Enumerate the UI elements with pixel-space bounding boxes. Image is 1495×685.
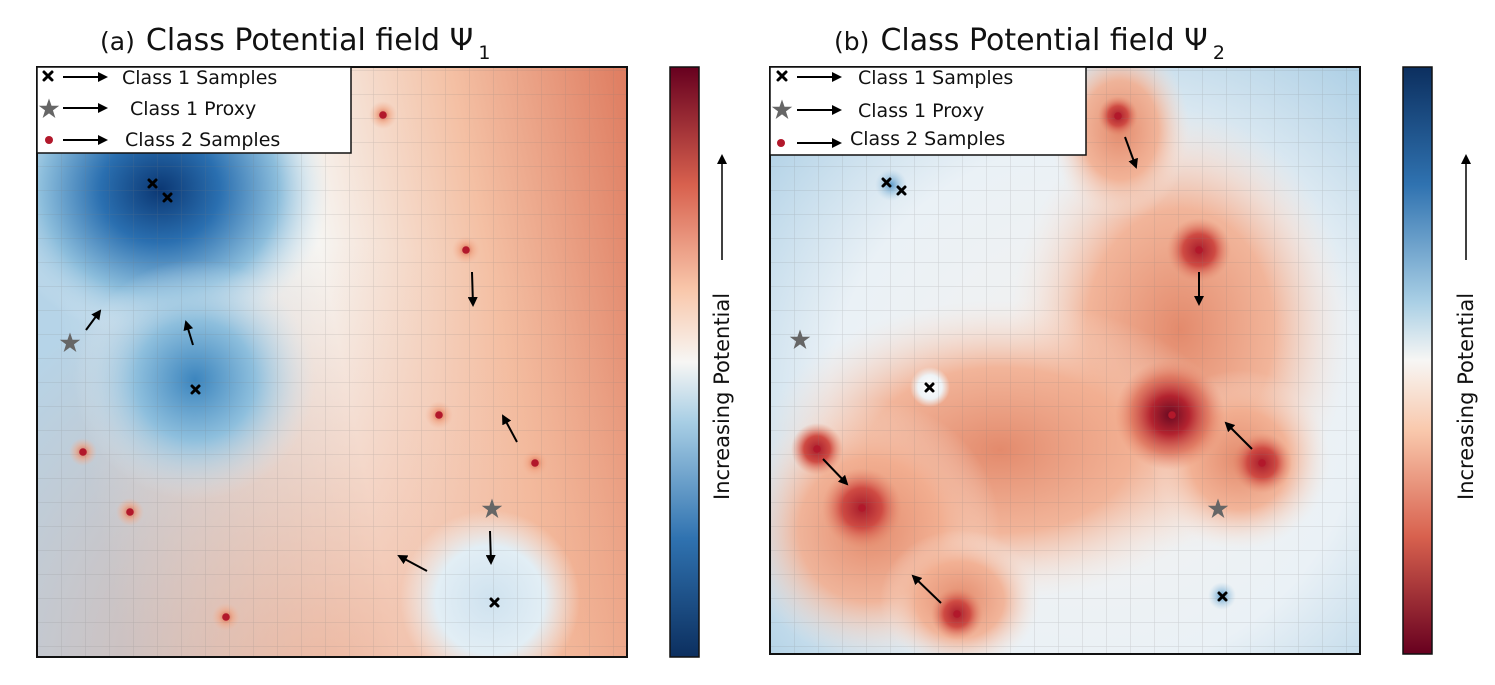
- class1-sample-x: [881, 177, 892, 188]
- dot-icon: [777, 139, 785, 147]
- class2-sample: [79, 448, 87, 456]
- panel-b-heatmap: [770, 67, 1360, 654]
- class2-sample: [1195, 246, 1203, 254]
- panel-b-class1-samples: [881, 177, 1228, 602]
- panel-b-legend: Class 1 Samples Class 1 Proxy Class 2 Sa…: [769, 66, 1087, 156]
- arrow: [467, 271, 478, 307]
- class2-sample: [953, 610, 961, 618]
- panel-a: (a) Class Potential field Ψ 1: [36, 23, 734, 658]
- class2-sample: [531, 459, 539, 467]
- legend-label-proxy: Class 1 Proxy: [130, 98, 256, 120]
- class1-sample-x: [896, 185, 907, 196]
- panel-b-subscript: 2: [1213, 42, 1225, 64]
- class1-sample-x: [1217, 591, 1228, 602]
- class2-sample: [1258, 459, 1266, 467]
- legend-label-proxy: Class 1 Proxy: [858, 100, 984, 122]
- legend-label-class2: Class 2 Samples: [125, 129, 280, 151]
- panel-a-title-main: Class Potential field Ψ: [146, 23, 473, 58]
- panel-b-colorbar: Increasing Potential: [1402, 66, 1478, 655]
- arrow: [911, 574, 942, 604]
- panel-a-heatmap: [37, 67, 627, 657]
- panel-b-prefix: (b): [834, 27, 869, 56]
- x-marker-icon: [42, 70, 54, 82]
- panel-a-class2-samples: [79, 111, 539, 621]
- dot-icon: [45, 136, 53, 144]
- class1-sample-x: [147, 178, 158, 189]
- arrow: [502, 414, 518, 443]
- class2-sample: [462, 246, 470, 254]
- arrow: [485, 530, 496, 565]
- panel-a-colorbar: Increasing Potential: [669, 66, 734, 658]
- class1-sample-x: [162, 192, 173, 203]
- legend-label-class2: Class 2 Samples: [850, 128, 1005, 150]
- panel-a-title: (a) Class Potential field Ψ 1: [100, 23, 490, 64]
- legend-label-class1: Class 1 Samples: [858, 67, 1013, 89]
- panel-b-title: (b) Class Potential field Ψ 2: [834, 23, 1225, 64]
- class1-sample-x: [924, 382, 935, 393]
- arrow: [183, 320, 194, 346]
- panel-b-title-main: Class Potential field Ψ: [880, 23, 1207, 58]
- class2-sample: [435, 411, 443, 419]
- class2-sample: [1168, 411, 1176, 419]
- panel-b: (b) Class Potential field Ψ 2: [769, 23, 1478, 655]
- panel-a-prefix: (a): [100, 27, 135, 56]
- arrow: [1124, 136, 1138, 169]
- class1-sample-x: [489, 597, 500, 608]
- arrow: [822, 458, 849, 486]
- panel-b-class2-samples: [813, 112, 1266, 618]
- arrow: [85, 309, 102, 331]
- class2-sample: [813, 445, 821, 453]
- colorbar-b-label: Increasing Potential: [1454, 293, 1478, 500]
- arrow: [397, 555, 428, 572]
- panel-b-arrows: [822, 136, 1253, 604]
- panel-a-arrows: [85, 271, 518, 572]
- class2-sample: [1114, 112, 1122, 120]
- x-marker-icon: [776, 70, 788, 82]
- panel-a-legend: Class 1 Samples Class 1 Proxy Class 2 Sa…: [36, 66, 352, 154]
- colorbar-a-label: Increasing Potential: [710, 293, 734, 500]
- panel-a-subscript: 1: [478, 42, 490, 64]
- class2-sample: [858, 504, 866, 512]
- legend-label-class1: Class 1 Samples: [122, 67, 277, 89]
- class2-sample: [379, 111, 387, 119]
- class1-sample-x: [190, 384, 201, 395]
- arrow: [1224, 421, 1253, 450]
- class2-sample: [126, 508, 134, 516]
- panel-a-class1-samples: [147, 178, 500, 608]
- class2-sample: [222, 613, 230, 621]
